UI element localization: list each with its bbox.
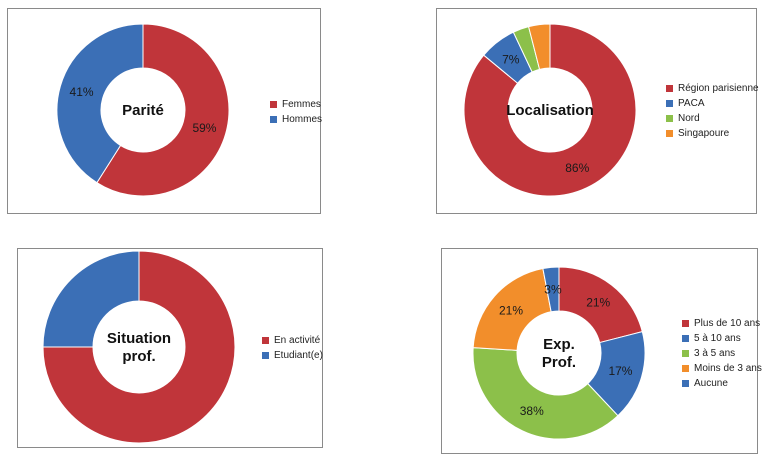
situation-chart-panel: Situation prof. En activité Etudiant(e) xyxy=(17,248,323,448)
parite-data-label-femmes: 59% xyxy=(192,121,216,135)
localisation-donut: 86% 7% Localisation xyxy=(463,23,637,197)
experience-donut: 21% 17% 38% 21% 3% Exp. Prof. xyxy=(472,266,646,440)
parite-donut: 59% 41% Parité xyxy=(56,23,230,197)
legend-label: Singapoure xyxy=(678,128,730,139)
situation-prof-legend-item-en-activite: En activité xyxy=(262,333,323,348)
exp-prof-data-label-plus-de-10-ans: 21% xyxy=(586,295,610,309)
legend-swatch xyxy=(262,352,269,359)
exp-prof-data-label-aucune: 3% xyxy=(544,282,562,296)
legend-swatch xyxy=(270,101,277,108)
parite-legend-item-hommes: Hommes xyxy=(270,112,322,127)
parite-slice-femmes xyxy=(96,23,230,197)
legend-swatch xyxy=(682,350,689,357)
situation-prof-legend-item-etudiant-e: Etudiant(e) xyxy=(262,348,323,363)
localisation-legend-item-paca: PACA xyxy=(666,96,759,111)
localisation-slice-singapoure xyxy=(528,23,551,70)
legend-swatch xyxy=(682,335,689,342)
legend-label: Hommes xyxy=(282,114,323,125)
legend-label: 5 à 10 ans xyxy=(694,333,741,344)
legend-swatch xyxy=(666,100,673,107)
exp-prof-slice-3-a-5-ans xyxy=(472,347,619,440)
legend-swatch xyxy=(666,130,673,137)
localisation-slice-region-parisienne xyxy=(463,23,637,197)
legend-label: Nord xyxy=(678,113,700,124)
localisation-legend-item-singapoure: Singapoure xyxy=(666,126,759,141)
experience-legend: Plus de 10 ans 5 à 10 ans 3 à 5 ans Moins d… xyxy=(682,316,762,391)
parite-slice-hommes xyxy=(56,23,144,184)
parite-center-title: Parité xyxy=(122,102,164,119)
legend-label: Aucune xyxy=(694,378,728,389)
legend-swatch xyxy=(682,365,689,372)
legend-label: Femmes xyxy=(282,99,321,110)
parite-legend-item-femmes: Femmes xyxy=(270,97,322,112)
legend-swatch xyxy=(262,337,269,344)
localisation-data-label-paca: 7% xyxy=(502,52,520,66)
legend-label: Moins de 3 ans xyxy=(694,363,762,374)
legend-label: 3 à 5 ans xyxy=(694,348,736,359)
localisation-chart-panel: 86% 7% Localisation Région parisienne PACA N… xyxy=(436,8,759,214)
localisation-legend: Région parisienne PACA Nord Singapoure xyxy=(666,81,759,141)
situation-legend: En activité Etudiant(e) xyxy=(262,333,323,363)
legend-swatch xyxy=(666,115,673,122)
legend-label: Région parisienne xyxy=(678,83,759,94)
parite-legend: Femmes Hommes xyxy=(270,97,322,127)
legend-swatch xyxy=(682,380,689,387)
legend-label: En activité xyxy=(274,335,321,346)
legend-swatch xyxy=(270,116,277,123)
exp-prof-legend-item-moins-de-3-ans: Moins de 3 ans xyxy=(682,361,762,376)
exp-prof-data-label-moins-de-3-ans: 21% xyxy=(499,304,523,318)
parite-chart-panel: 59% 41% Parité Femmes Hommes xyxy=(7,8,322,214)
exp-prof-data-label-5-a-10-ans: 17% xyxy=(608,364,632,378)
exp-prof-legend-item-aucune: Aucune xyxy=(682,376,762,391)
situation-prof-slice-en-activite xyxy=(42,250,236,444)
localisation-legend-item-nord: Nord xyxy=(666,111,759,126)
situation-donut: Situation prof. xyxy=(42,250,236,444)
localisation-center-title: Localisation xyxy=(506,102,594,119)
situation-prof-center-title: Situation prof. xyxy=(107,330,171,365)
exp-prof-legend-item-plus-de-10-ans: Plus de 10 ans xyxy=(682,316,762,331)
localisation-legend-item-region-parisienne: Région parisienne xyxy=(666,81,759,96)
situation-prof-slice-etudiant-e xyxy=(42,250,140,348)
legend-swatch xyxy=(682,320,689,327)
experience-chart-panel: 21% 17% 38% 21% 3% Exp. Prof. Plus de 10 ans 5 … xyxy=(441,248,762,454)
parite-data-label-hommes: 41% xyxy=(70,85,94,99)
legend-label: Plus de 10 ans xyxy=(694,318,761,329)
exp-prof-center-title: Exp. Prof. xyxy=(542,336,576,371)
legend-label: PACA xyxy=(678,98,705,109)
exp-prof-legend-item-5-a-10-ans: 5 à 10 ans xyxy=(682,331,762,346)
exp-prof-slice-aucune xyxy=(542,266,560,313)
legend-swatch xyxy=(666,85,673,92)
exp-prof-data-label-3-a-5-ans: 38% xyxy=(520,404,544,418)
localisation-data-label-region-parisienne: 86% xyxy=(565,161,589,175)
exp-prof-legend-item-3-a-5-ans: 3 à 5 ans xyxy=(682,346,762,361)
legend-label: Etudiant(e) xyxy=(274,350,323,361)
